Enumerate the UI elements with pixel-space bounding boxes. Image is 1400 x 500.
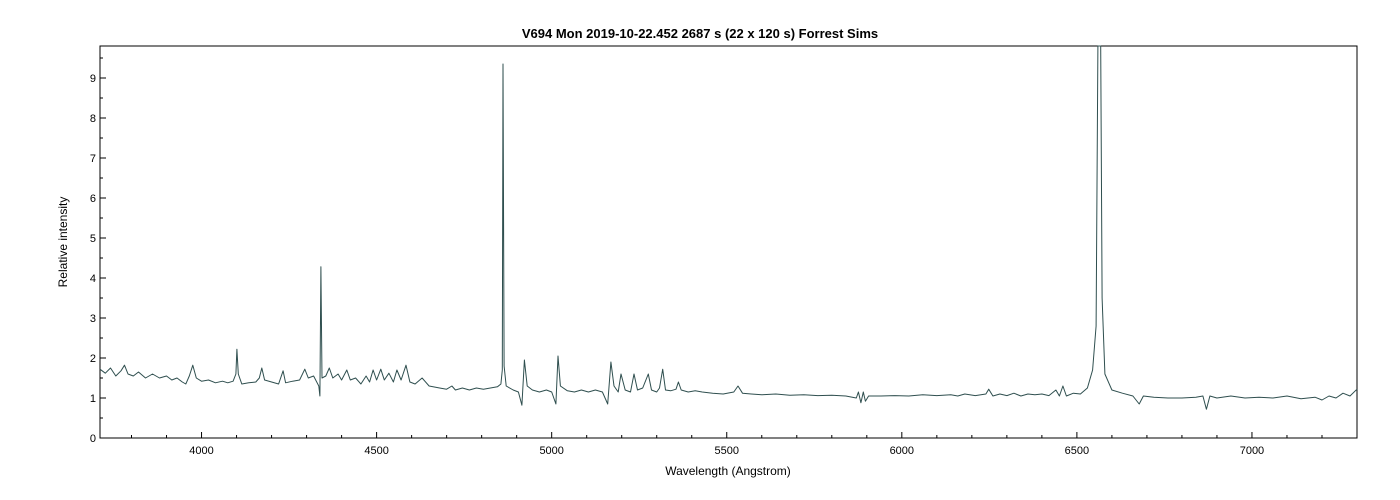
x-tick-label: 7000 xyxy=(1240,445,1264,457)
y-tick-label: 4 xyxy=(90,273,96,285)
chart-title: V694 Mon 2019-10-22.452 2687 s (22 x 120… xyxy=(522,26,878,41)
x-tick-label: 6000 xyxy=(890,445,914,457)
y-tick-label: 9 xyxy=(90,73,96,85)
x-axis-label: Wavelength (Angstrom) xyxy=(665,464,791,478)
x-tick-label: 5500 xyxy=(715,445,739,457)
y-tick-label: 6 xyxy=(90,193,96,205)
x-tick-label: 4000 xyxy=(189,445,213,457)
spectrum-line xyxy=(99,45,1358,410)
y-tick-label: 2 xyxy=(90,353,96,365)
y-tick-label: 1 xyxy=(90,393,96,405)
plot-frame xyxy=(99,45,1358,439)
y-tick-label: 8 xyxy=(90,113,96,125)
x-axis: 4000 4500 5000 5500 6000 6500 7000 xyxy=(131,432,1358,457)
y-tick-label: 3 xyxy=(90,313,96,325)
x-tick-label: 5000 xyxy=(539,445,563,457)
x-tick-label: 4500 xyxy=(364,445,388,457)
y-tick-label: 7 xyxy=(90,153,96,165)
y-axis: 0 1 2 3 4 5 6 7 8 9 xyxy=(90,57,106,445)
y-tick-label: 0 xyxy=(90,433,96,445)
series-layer xyxy=(99,45,1358,410)
x-tick-label: 6500 xyxy=(1065,445,1089,457)
y-axis-label: Relative intensity xyxy=(56,197,70,288)
y-tick-label: 5 xyxy=(90,233,96,245)
